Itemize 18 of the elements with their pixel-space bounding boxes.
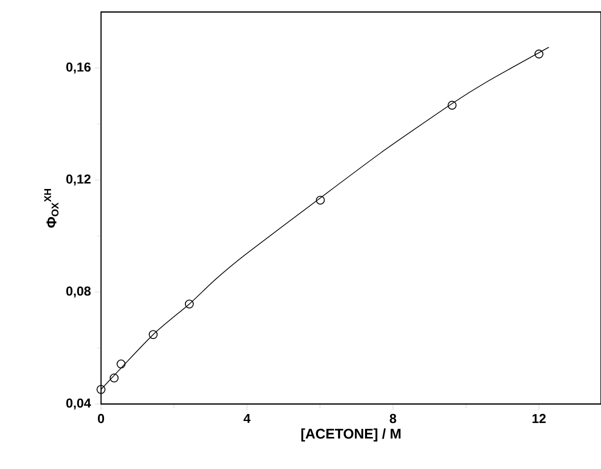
x-axis-title: [ACETONE] / M (301, 428, 400, 442)
x-tick-label: 0 (98, 414, 104, 424)
point (448, 100, 457, 110)
y-axis-title: Φ$_{OX}$XH (44, 189, 58, 228)
point (148, 330, 158, 340)
y-tick-label: 0,12 (66, 174, 91, 186)
point (184, 300, 194, 308)
point (96, 384, 106, 394)
y-tick-label: 0,16 (66, 62, 91, 74)
x-tick-label: 4 (244, 414, 251, 423)
x-tick-label: 8 (390, 414, 396, 424)
point (316, 196, 325, 205)
point (116, 360, 126, 368)
point (534, 50, 544, 58)
x-tick-label: 12 (532, 414, 546, 424)
point (110, 374, 119, 382)
y-tick-label: 0,04 (66, 398, 91, 410)
y-tick-label: 0,08 (66, 286, 91, 298)
